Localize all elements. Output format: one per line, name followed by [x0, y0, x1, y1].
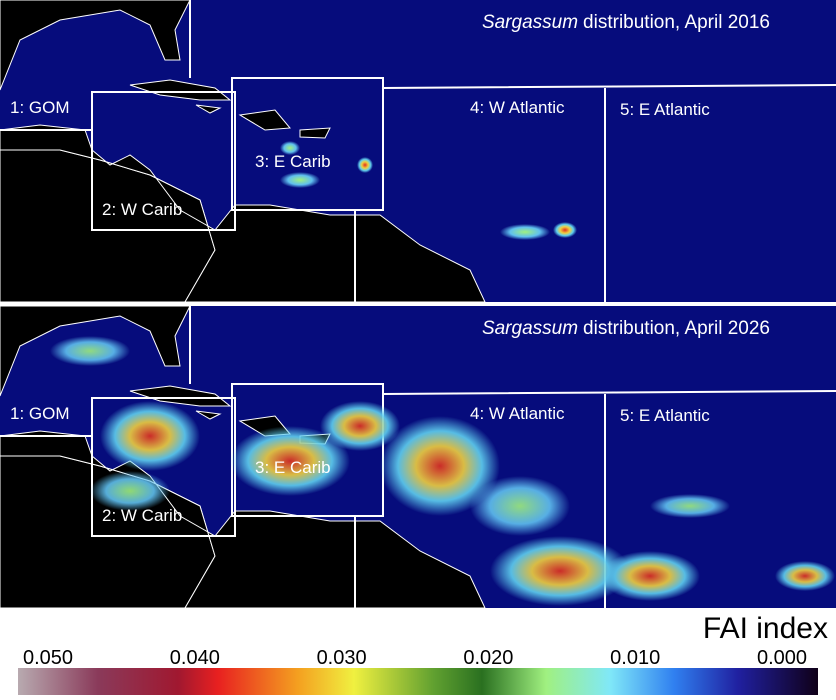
colorbar-tick-label: 0.030 [317, 647, 367, 669]
region-label: 4: W Atlantic [470, 98, 565, 117]
colorbar-tick-label: 0.010 [610, 647, 660, 669]
title-italic: Sargassum [482, 318, 578, 339]
map-panel: Sargassum distribution, April 2026 1: GOM 2… [0, 305, 836, 609]
title-rest: distribution, April 2026 [583, 318, 770, 339]
panel-title: Sargassum distribution, April 2026 [482, 318, 770, 339]
basemap [0, 0, 836, 303]
title-italic: Sargassum [482, 12, 578, 33]
region-label: 5: E Atlantic [620, 406, 710, 425]
title-rest: distribution, April 2016 [583, 12, 770, 33]
sargassum [50, 336, 835, 606]
sargassum [280, 141, 577, 240]
colorbar-title: FAI index [703, 612, 828, 645]
region-label: 5: E Atlantic [620, 100, 710, 119]
region-label: 3: E Carib [255, 458, 331, 477]
colorbar-tick-label: 0.000 [757, 647, 807, 669]
region-label: 4: W Atlantic [470, 404, 565, 423]
colorbar-tick-label: 0.020 [463, 647, 513, 669]
panel-title: Sargassum distribution, April 2016 [482, 12, 770, 33]
region-label: 2: W Carib [102, 506, 182, 525]
map-panel: Sargassum distribution, April 2016 1: GOM 2… [0, 0, 836, 303]
region-label: 1: GOM [10, 404, 70, 423]
colorbar [18, 668, 818, 695]
colorbar-tick-label: 0.040 [170, 647, 220, 669]
region-label: 1: GOM [10, 98, 70, 117]
colorbar-tick-label: 0.050 [23, 647, 73, 669]
region-label: 3: E Carib [255, 152, 331, 171]
region-label: 2: W Carib [102, 200, 182, 219]
